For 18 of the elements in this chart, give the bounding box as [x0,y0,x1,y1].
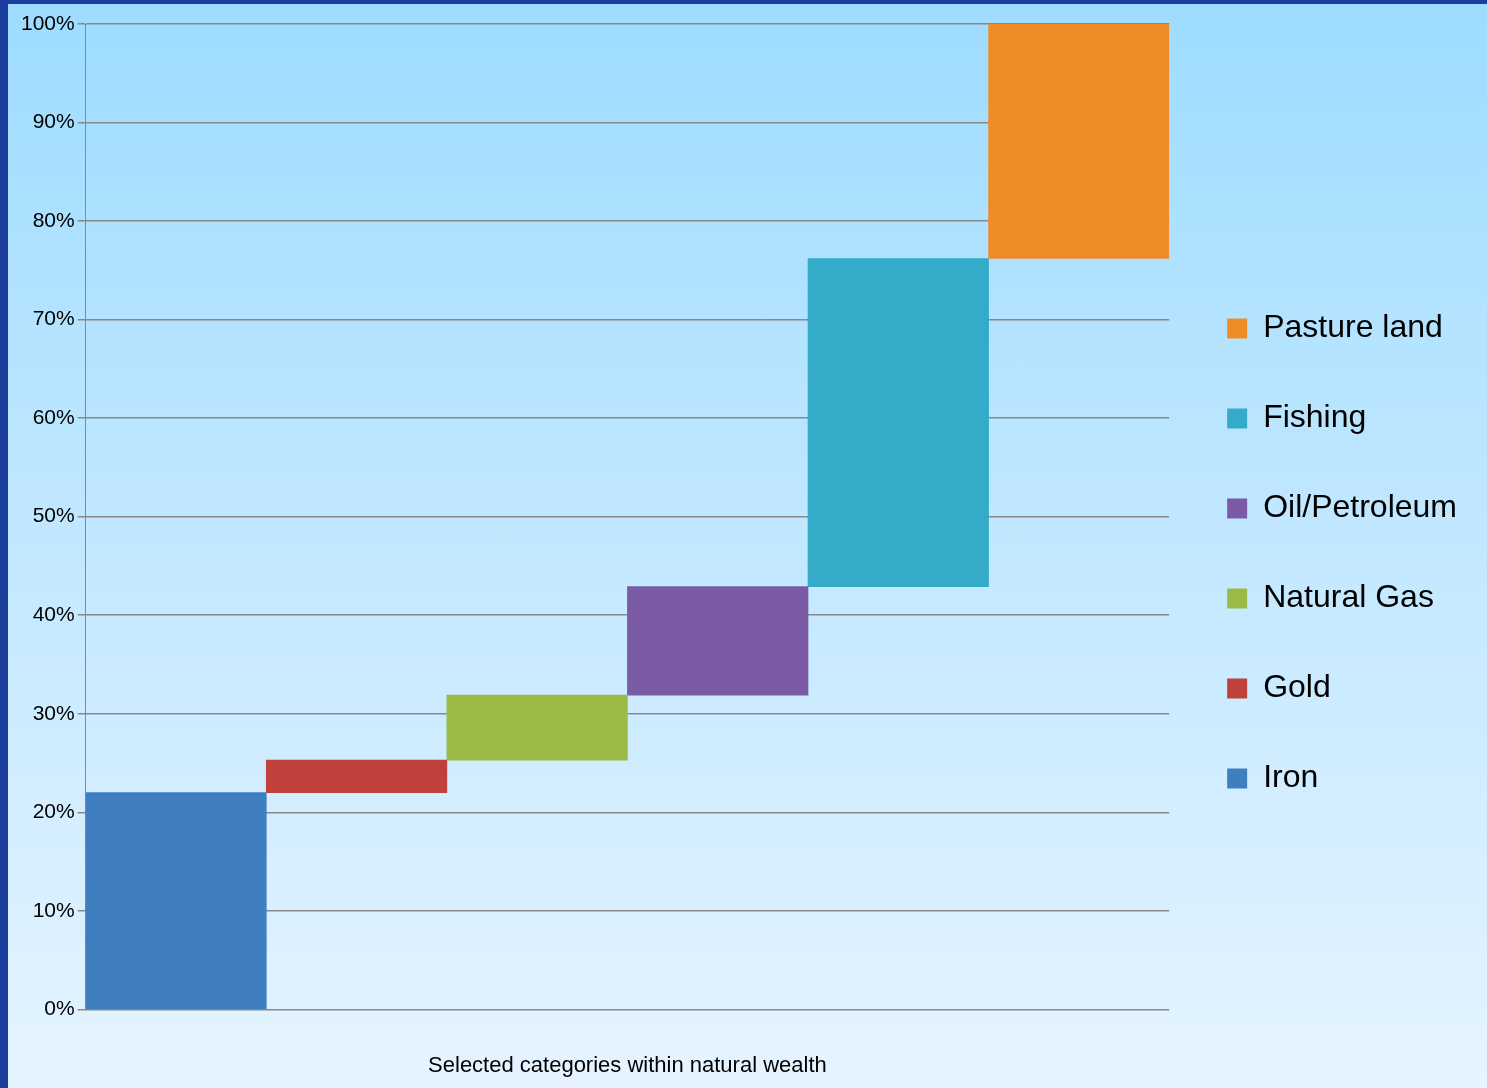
y-tick-label: 10% [32,897,75,921]
legend-label: Iron [1263,758,1319,795]
y-tick-label: 50% [32,503,75,527]
legend-label: Pasture land [1263,308,1443,345]
y-tick-label: 80% [32,207,75,231]
y-tick-label: 40% [32,602,75,626]
y-tick-label: 60% [32,404,75,428]
x-axis-title: Selected categories within natural wealth [428,1051,827,1077]
legend-label: Gold [1263,668,1331,705]
y-tick-label: 70% [32,306,75,330]
legend-label: Fishing [1263,398,1367,435]
y-tick-label: 0% [44,996,75,1020]
y-tick-label: 30% [32,700,75,724]
y-tick-label: 90% [32,109,75,133]
y-tick-label: 100% [20,10,75,34]
y-tick-label: 20% [32,799,75,823]
legend-label: Natural Gas [1263,578,1434,615]
legend-label: Oil/Petroleum [1263,488,1457,525]
